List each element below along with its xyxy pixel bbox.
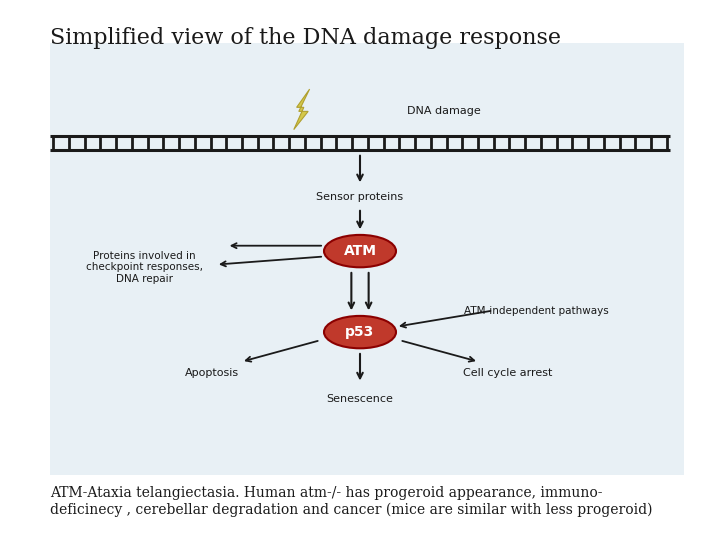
Text: ATM: ATM	[343, 244, 377, 258]
FancyBboxPatch shape	[50, 43, 684, 475]
Text: ATM-Ataxia telangiectasia. Human atm-/- has progeroid appearance, immuno-
defici: ATM-Ataxia telangiectasia. Human atm-/- …	[50, 486, 653, 517]
Text: DNA damage: DNA damage	[407, 106, 480, 116]
Text: Cell cycle arrest: Cell cycle arrest	[463, 368, 552, 377]
Polygon shape	[294, 89, 310, 130]
Text: ATM-independent pathways: ATM-independent pathways	[464, 306, 609, 316]
Text: Proteins involved in
checkpoint responses,
DNA repair: Proteins involved in checkpoint response…	[86, 251, 202, 284]
Text: Sensor proteins: Sensor proteins	[316, 192, 404, 202]
Text: Simplified view of the DNA damage response: Simplified view of the DNA damage respon…	[50, 27, 562, 49]
Text: Apoptosis: Apoptosis	[185, 368, 240, 377]
Text: p53: p53	[346, 325, 374, 339]
Ellipse shape	[324, 316, 396, 348]
Ellipse shape	[324, 235, 396, 267]
Text: Senescence: Senescence	[327, 394, 393, 404]
